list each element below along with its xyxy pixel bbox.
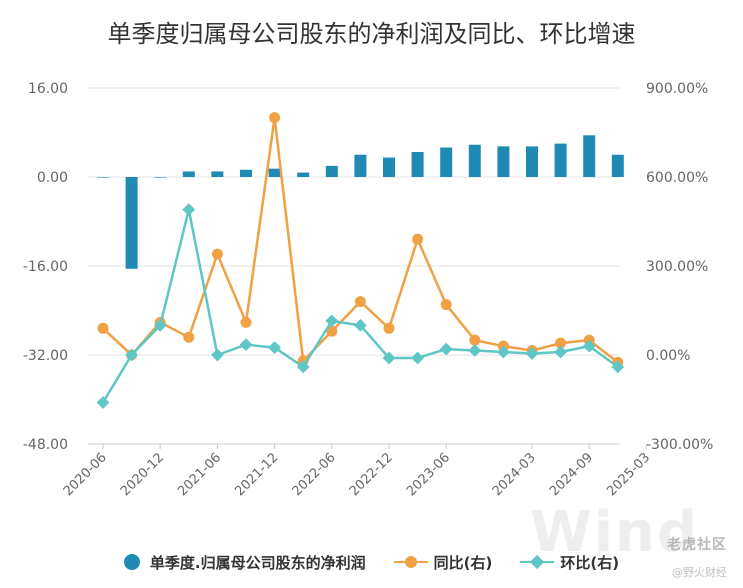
point bbox=[239, 338, 253, 351]
bar bbox=[440, 147, 453, 177]
watermark-brand: 老虎社区 bbox=[667, 537, 727, 553]
point bbox=[497, 345, 510, 359]
point bbox=[383, 322, 395, 334]
bar bbox=[297, 172, 310, 177]
bar bbox=[526, 146, 538, 177]
legend-item-yoy[interactable]: 同比(右) bbox=[393, 552, 493, 573]
y-left-tick-label: -32.00 bbox=[23, 348, 68, 364]
point bbox=[183, 331, 195, 343]
bar bbox=[154, 177, 167, 178]
y-left-tick-label: 0.00 bbox=[37, 170, 68, 186]
point bbox=[97, 322, 109, 334]
point bbox=[325, 314, 339, 328]
y-left-tick-label: -16.00 bbox=[23, 259, 68, 275]
y-right-tick-label: 300.00% bbox=[646, 259, 708, 275]
bar bbox=[611, 154, 624, 177]
point bbox=[354, 296, 366, 308]
x-tick-label: 2023-06 bbox=[404, 450, 453, 499]
bar bbox=[182, 171, 195, 177]
bar bbox=[497, 146, 510, 177]
legend-item-net-profit[interactable]: 单季度.归属母公司股东的净利润 bbox=[123, 552, 366, 573]
point bbox=[269, 112, 281, 124]
y-right-tick-label: 0.00% bbox=[646, 348, 690, 364]
bar bbox=[411, 151, 424, 177]
point bbox=[468, 344, 482, 357]
legend-line-circle-icon bbox=[393, 554, 428, 570]
point bbox=[554, 345, 567, 359]
legend-line-diamond-icon bbox=[520, 554, 555, 570]
point bbox=[153, 318, 167, 332]
bar bbox=[97, 177, 109, 178]
point bbox=[96, 396, 110, 409]
bar bbox=[268, 168, 281, 177]
point bbox=[296, 360, 310, 374]
point bbox=[555, 337, 567, 349]
bar bbox=[325, 165, 338, 177]
bar bbox=[468, 144, 481, 177]
point bbox=[440, 299, 452, 311]
legend-label-yoy: 同比(右) bbox=[433, 553, 493, 572]
point bbox=[182, 203, 196, 216]
point bbox=[382, 351, 396, 365]
x-tick-label: 2025-03 bbox=[604, 450, 653, 499]
point bbox=[326, 325, 338, 337]
legend-label-qoq: 环比(右) bbox=[560, 553, 620, 572]
x-tick-label: 2024-03 bbox=[490, 450, 539, 499]
x-tick-label: 2021-12 bbox=[232, 450, 281, 499]
point bbox=[469, 334, 481, 346]
bar bbox=[554, 143, 567, 177]
point bbox=[125, 348, 138, 362]
point bbox=[211, 248, 223, 260]
chart-title: 单季度归属母公司股东的净利润及同比、环比增速 bbox=[107, 20, 636, 48]
legend-item-qoq[interactable]: 环比(右) bbox=[520, 552, 619, 573]
legend-bar-icon bbox=[123, 554, 140, 570]
x-tick-label: 2024-09 bbox=[547, 450, 596, 499]
watermark-handle: @野火财经 bbox=[672, 566, 727, 579]
bar bbox=[240, 169, 252, 177]
x-tick-label: 2022-12 bbox=[347, 450, 396, 499]
bar bbox=[211, 171, 224, 177]
point bbox=[354, 318, 367, 332]
x-tick-label: 2020-12 bbox=[118, 450, 167, 499]
point bbox=[439, 342, 453, 356]
point bbox=[268, 341, 281, 354]
point bbox=[240, 316, 252, 328]
x-tick-label: 2022-06 bbox=[290, 450, 339, 499]
bar bbox=[583, 135, 596, 177]
wind-watermark: Wind bbox=[530, 500, 699, 565]
bar bbox=[383, 157, 395, 177]
bar bbox=[125, 177, 138, 269]
legend-label-net-profit: 单季度.归属母公司股东的净利润 bbox=[149, 553, 366, 572]
y-right-tick-label: 600.00% bbox=[646, 170, 708, 186]
x-tick-label: 2020-06 bbox=[61, 450, 110, 499]
y-right-tick-label: -300.00% bbox=[646, 437, 713, 453]
point bbox=[412, 233, 424, 245]
point bbox=[411, 351, 424, 365]
y-left-tick-label: 16.00 bbox=[28, 81, 68, 97]
chart-legend: 单季度.归属母公司股东的净利润 同比(右) 环比(右) bbox=[0, 548, 743, 576]
point bbox=[211, 348, 224, 362]
y-left-tick-label: -48.00 bbox=[23, 437, 68, 453]
bar bbox=[354, 154, 367, 177]
x-tick-label: 2021-06 bbox=[175, 450, 224, 499]
y-right-tick-label: 900.00% bbox=[646, 81, 708, 97]
